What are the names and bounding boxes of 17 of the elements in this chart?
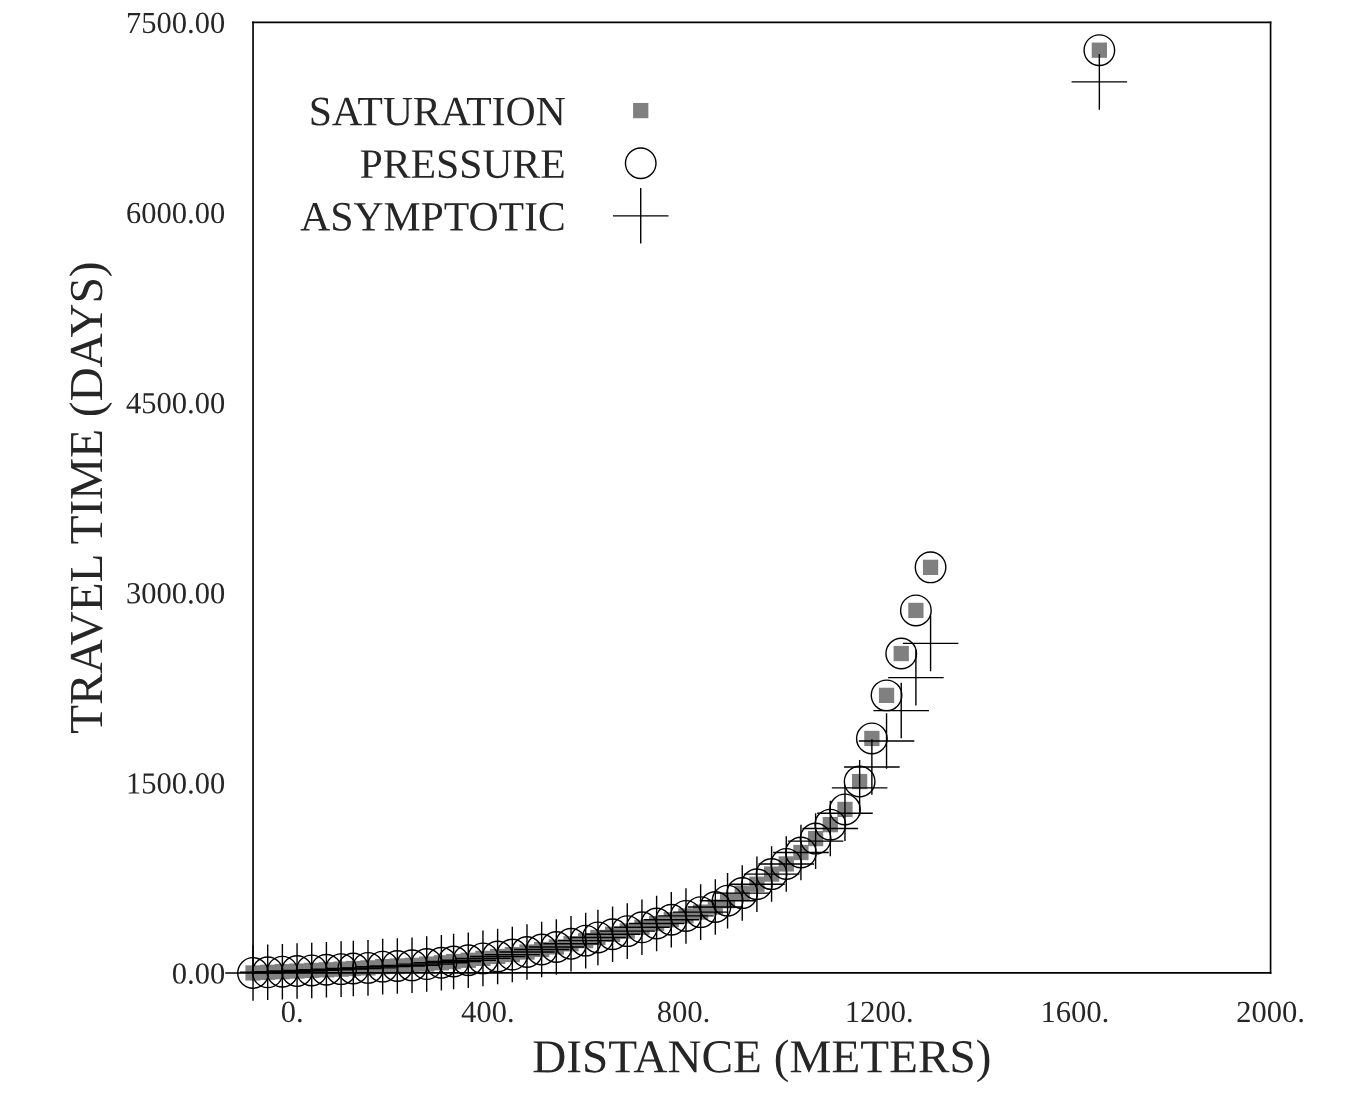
x-tick-label: 2000. [1237,1001,1303,1023]
legend-label: ASYMPTOTIC [300,202,564,231]
y-tick-label: 0.00 [172,963,225,984]
x-tick-label: 800. [657,1001,709,1023]
y-tick-label: 6000.00 [127,202,225,224]
x-tick-label: 1600. [1043,1001,1108,1023]
x-tick-label: 400. [461,1001,513,1023]
x-axis-title: DISTANCE (METERS) [533,1039,990,1083]
x-tick-label: 1200. [847,1001,912,1023]
y-tick-label: 7500.00 [127,12,225,34]
x-tick-label: 0. [281,1001,302,1023]
legend-label: SATURATION [311,97,565,126]
y-axis-title: TRAVEL TIME (DAYS) [69,263,113,733]
y-tick-label: 1500.00 [128,773,225,794]
y-tick-label: 3000.00 [127,582,225,604]
legend-label: PRESSURE [360,150,564,179]
y-tick-label: 4500.00 [126,392,225,414]
